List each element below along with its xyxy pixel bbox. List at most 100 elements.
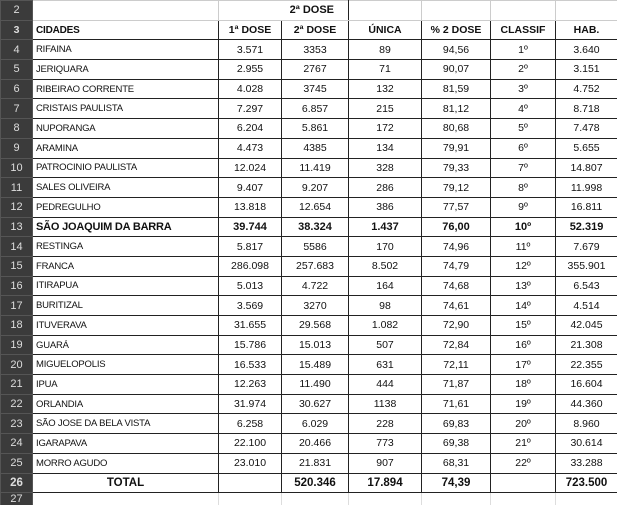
cell-classif[interactable]: 10º [490,216,557,238]
row-header[interactable]: 20 [0,354,33,376]
total-pct-2-dose[interactable]: 74,39 [421,472,492,494]
header-unica[interactable]: ÚNICA [348,19,423,41]
cell-unica[interactable]: 286 [348,177,423,198]
cell-cidade[interactable]: ITIRAPUA [32,275,219,297]
cell-cidade[interactable]: ORLANDIA [32,393,219,415]
cell-cidade[interactable]: RIFAINA [32,39,219,61]
row-header[interactable]: 26 [0,472,33,494]
cell-classif[interactable]: 5º [490,118,557,139]
cell-classif[interactable]: 4º [490,98,557,120]
cell-cidade[interactable]: IPUA [32,374,219,395]
cell-unica[interactable]: 773 [348,433,423,454]
cell-dose1[interactable]: 39.744 [218,216,282,238]
cell-cidade[interactable]: RIBEIRAO CORRENTE [32,78,219,100]
cell-unica[interactable]: 228 [348,413,423,435]
cell-pct-2-dose[interactable]: 77,57 [421,196,492,218]
cell-unica[interactable]: 386 [348,196,423,218]
cell-cidade[interactable]: ARAMINA [32,137,219,159]
cell-unica[interactable]: 1.082 [348,315,423,336]
cell-dose2[interactable]: 257.683 [280,255,350,277]
header-2a-dose[interactable]: 2ª DOSE [280,19,350,41]
cell-dose2[interactable]: 11.490 [280,374,350,395]
row-header[interactable]: 3 [0,19,33,41]
cell-cidade[interactable]: FRANCA [32,255,219,277]
cell[interactable] [280,492,350,506]
cell[interactable] [348,0,423,21]
row-header[interactable]: 6 [0,78,33,100]
total-classif[interactable] [490,472,557,494]
cell-dose1[interactable]: 4.473 [218,137,282,159]
cell-pct-2-dose[interactable]: 74,68 [421,275,492,297]
cell-cidade[interactable]: PEDREGULHO [32,196,219,218]
cell-hab[interactable]: 42.045 [555,315,617,336]
cell-pct-2-dose[interactable]: 72,84 [421,334,492,356]
cell-dose2[interactable]: 15.489 [280,354,350,376]
cell-cidade[interactable]: RESTINGA [32,236,219,257]
cell-classif[interactable]: 3º [490,78,557,100]
cell-dose2[interactable]: 20.466 [280,433,350,454]
cell-dose1[interactable]: 6.258 [218,413,282,435]
cell-cidade[interactable]: CRISTAIS PAULISTA [32,98,219,120]
cell-classif[interactable]: 16º [490,334,557,356]
cell-hab[interactable]: 4.752 [555,78,617,100]
cell-cidade[interactable]: GUARÁ [32,334,219,356]
cell-dose1[interactable]: 3.569 [218,295,282,316]
cell-hab[interactable]: 52.319 [555,216,617,238]
cell-unica[interactable]: 1.437 [348,216,423,238]
cell-pct-2-dose[interactable]: 80,68 [421,118,492,139]
cell-dose2[interactable]: 29.568 [280,315,350,336]
cell-dose2[interactable]: 2767 [280,59,350,80]
cell-dose2[interactable]: 5586 [280,236,350,257]
cell-dose1[interactable]: 15.786 [218,334,282,356]
cell-unica[interactable]: 1138 [348,393,423,415]
cell-dose2[interactable]: 21.831 [280,452,350,474]
header-hab[interactable]: HAB. [555,19,617,41]
header-pct-2-dose[interactable]: % 2 DOSE [421,19,492,41]
cell-unica[interactable]: 170 [348,236,423,257]
cell-hab[interactable]: 30.614 [555,433,617,454]
cell-pct-2-dose[interactable]: 81,12 [421,98,492,120]
row-header[interactable]: 15 [0,255,33,277]
row-header[interactable]: 14 [0,236,33,257]
cell-cidade[interactable]: JERIQUARA [32,59,219,80]
cell-dose2[interactable]: 3270 [280,295,350,316]
cell-dose1[interactable]: 22.100 [218,433,282,454]
row-header[interactable]: 16 [0,275,33,297]
cell-dose1[interactable]: 9.407 [218,177,282,198]
cell-dose1[interactable]: 31.655 [218,315,282,336]
cell-unica[interactable]: 215 [348,98,423,120]
header-cidades[interactable]: CIDADES [32,19,219,41]
cell-dose2[interactable]: 3745 [280,78,350,100]
cell-pct-2-dose[interactable]: 68,31 [421,452,492,474]
cell-cidade[interactable]: MIGUELOPOLIS [32,354,219,376]
cell-dose2[interactable]: 9.207 [280,177,350,198]
cell-pct-2-dose[interactable]: 69,38 [421,433,492,454]
cell-unica[interactable]: 164 [348,275,423,297]
cell-pct-2-dose[interactable]: 69,83 [421,413,492,435]
cell-unica[interactable]: 132 [348,78,423,100]
cell-pct-2-dose[interactable]: 74,79 [421,255,492,277]
cell-pct-2-dose[interactable]: 72,90 [421,315,492,336]
cell-classif[interactable]: 13º [490,275,557,297]
cell-pct-2-dose[interactable]: 79,12 [421,177,492,198]
cell-classif[interactable]: 21º [490,433,557,454]
cell-dose1[interactable]: 5.817 [218,236,282,257]
cell-hab[interactable]: 5.655 [555,137,617,159]
cell[interactable] [421,0,492,21]
cell-unica[interactable]: 631 [348,354,423,376]
cell-unica[interactable]: 134 [348,137,423,159]
cell-hab[interactable]: 4.514 [555,295,617,316]
row-header[interactable]: 21 [0,374,33,395]
cell-dose2[interactable]: 6.029 [280,413,350,435]
cell-hab[interactable]: 7.679 [555,236,617,257]
row-header[interactable]: 11 [0,177,33,198]
cell-pct-2-dose[interactable]: 90,07 [421,59,492,80]
cell-dose2[interactable]: 3353 [280,39,350,61]
cell-cidade[interactable]: MORRO AGUDO [32,452,219,474]
cell-cidade[interactable]: NUPORANGA [32,118,219,139]
cell-hab[interactable]: 21.308 [555,334,617,356]
cell-hab[interactable]: 3.640 [555,39,617,61]
cell-classif[interactable]: 11º [490,236,557,257]
cell-classif[interactable]: 2º [490,59,557,80]
cell-dose1[interactable]: 12.024 [218,157,282,179]
